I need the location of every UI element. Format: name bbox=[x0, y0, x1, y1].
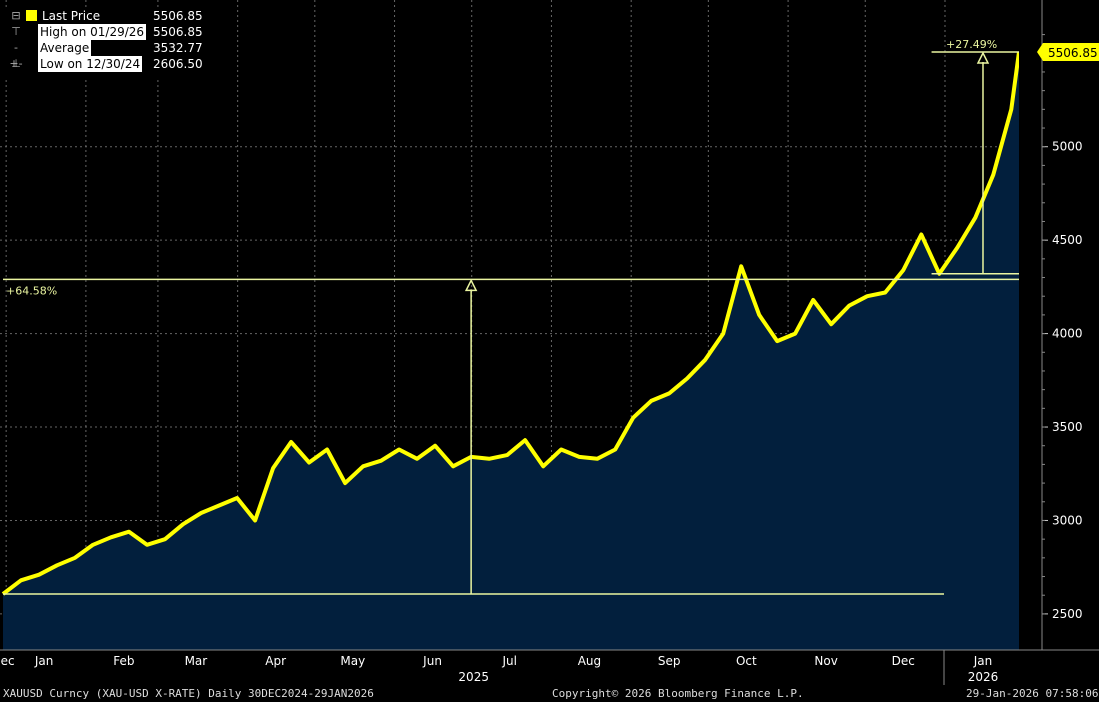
last-value-label: 5506.85 bbox=[1048, 46, 1098, 60]
legend-label: Last Price bbox=[42, 9, 101, 23]
percent-change-annotations: +64.58% +27.49% bbox=[3, 38, 1019, 595]
legend-value: 3532.77 bbox=[153, 41, 203, 55]
x-tick-label: Jul bbox=[501, 654, 516, 668]
x-tick-label: Apr bbox=[265, 654, 286, 668]
y-tick-label: 2500 bbox=[1052, 607, 1083, 621]
legend-value: 5506.85 bbox=[153, 25, 203, 39]
legend: ⊟ Last Price 5506.85 ⊤ High on 01/29/26 … bbox=[5, 8, 203, 80]
x-tick-label: Dec bbox=[0, 654, 15, 668]
legend-swatch bbox=[26, 10, 37, 21]
legend-label: High on 01/29/26 bbox=[38, 24, 147, 40]
legend-item-last-price[interactable]: ⊟ Last Price 5506.85 bbox=[5, 8, 203, 24]
copyright: Copyright© 2026 Bloomberg Finance L.P. bbox=[552, 687, 804, 700]
legend-item-average[interactable]: -+- Average 3532.77 bbox=[5, 40, 203, 70]
x-tick-label: Aug bbox=[578, 654, 601, 668]
y-tick-label: 3500 bbox=[1052, 420, 1083, 434]
annotation-label: +27.49% bbox=[946, 38, 997, 51]
y-axis-panel bbox=[1019, 0, 1099, 685]
legend-item-high[interactable]: ⊤ High on 01/29/26 5506.85 bbox=[5, 24, 203, 40]
low-marker-icon: ⊥ bbox=[11, 57, 21, 70]
legend-label: Low on 12/30/24 bbox=[38, 56, 143, 72]
collapse-icon[interactable]: ⊟ bbox=[11, 9, 21, 22]
legend-label: Average bbox=[38, 40, 92, 56]
timestamp: 29-Jan-2026 07:58:06 bbox=[966, 687, 1099, 700]
legend-item-low[interactable]: ⊥ Low on 12/30/24 2606.50 bbox=[5, 56, 203, 72]
legend-value: 2606.50 bbox=[153, 57, 203, 71]
axes: 2500 3000 3500 4000 4500 5000 Dec Jan Feb Mar Apr M… bbox=[0, 0, 1099, 685]
x-tick-label: Sep bbox=[658, 654, 681, 668]
year-label: 2025 bbox=[458, 670, 489, 684]
x-tick-label: Jan bbox=[34, 654, 54, 668]
last-value-tag bbox=[1043, 43, 1099, 61]
security-description: XAUUSD Curncy (XAU-USD X-RATE) Daily 30D… bbox=[3, 687, 374, 700]
x-tick-label: Oct bbox=[736, 654, 757, 668]
x-tick-label: Feb bbox=[113, 654, 134, 668]
last-value-tag-pointer bbox=[1037, 43, 1043, 61]
x-tick-label: Dec bbox=[892, 654, 915, 668]
x-tick-label: Jan bbox=[973, 654, 993, 668]
x-tick-label: Jun bbox=[422, 654, 442, 668]
x-tick-label: May bbox=[340, 654, 365, 668]
x-tick-label: Nov bbox=[814, 654, 837, 668]
legend-value: 5506.85 bbox=[153, 9, 203, 23]
y-tick-label: 4000 bbox=[1052, 327, 1083, 341]
high-marker-icon: ⊤ bbox=[11, 25, 21, 38]
annotation-arrow-head bbox=[464, 278, 478, 292]
annotation-label: +64.58% bbox=[6, 284, 57, 297]
annotation-arrow-head bbox=[976, 51, 990, 64]
average-marker-icon: -+- bbox=[9, 41, 23, 70]
last-price-line bbox=[1, 51, 1021, 596]
price-area-fill bbox=[3, 52, 1019, 650]
year-label: 2026 bbox=[968, 670, 999, 684]
y-tick-label: 5000 bbox=[1052, 140, 1083, 154]
footer: XAUUSD Curncy (XAU-USD X-RATE) Daily 30D… bbox=[0, 685, 1099, 702]
y-tick-label: 4500 bbox=[1052, 233, 1083, 247]
y-tick-label: 3000 bbox=[1052, 513, 1083, 527]
x-tick-label: Mar bbox=[185, 654, 208, 668]
